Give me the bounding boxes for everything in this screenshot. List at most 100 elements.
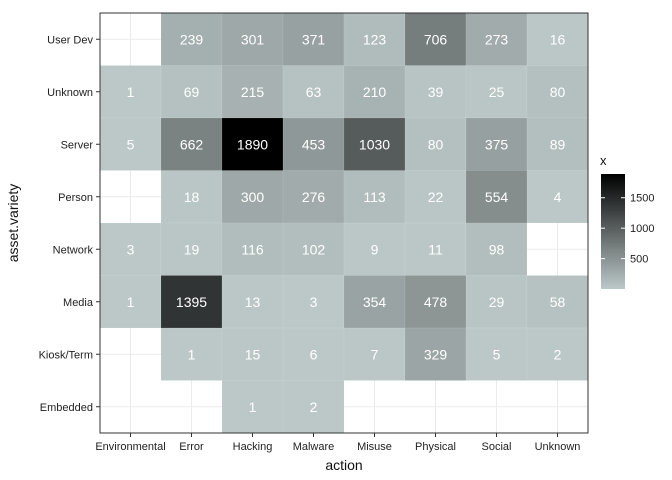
cell-network-error: [160, 222, 223, 276]
x-tick-label-social: Social: [482, 441, 512, 453]
cell-label-user-dev-misuse: 123: [363, 31, 387, 47]
cell-label-server-hacking: 1890: [237, 136, 268, 152]
cell-label-user-dev-error: 239: [180, 31, 204, 47]
cell-unknown-malware: [282, 65, 345, 119]
cell-server-environmental: [99, 117, 162, 171]
cell-label-network-environmental: 3: [127, 241, 135, 257]
cell-label-unknown-error: 69: [184, 84, 200, 100]
cell-kiosk-term-hacking: [221, 327, 284, 381]
cell-server-social: [465, 117, 528, 171]
cell-media-error: [160, 275, 223, 329]
y-tick-label-kiosk-term: Kiosk/Term: [39, 349, 93, 361]
cell-label-network-misuse: 9: [371, 241, 379, 257]
cell-label-unknown-unknown: 80: [550, 84, 566, 100]
cell-server-physical: [404, 117, 467, 171]
legend-colorbar: [601, 174, 625, 289]
cell-label-server-malware: 453: [302, 136, 326, 152]
cell-media-environmental: [99, 275, 162, 329]
cell-person-unknown: [526, 170, 589, 224]
y-tick-label-embedded: Embedded: [40, 402, 93, 414]
cell-kiosk-term-unknown: [526, 327, 589, 381]
cell-user-dev-social: [465, 12, 528, 66]
cell-label-person-hacking: 300: [241, 189, 265, 205]
cell-server-unknown: [526, 117, 589, 171]
cell-unknown-error: [160, 65, 223, 119]
x-tick-label-misuse: Misuse: [357, 441, 392, 453]
cell-label-media-malware: 3: [310, 294, 318, 310]
cell-label-media-physical: 478: [424, 294, 448, 310]
cell-media-malware: [282, 275, 345, 329]
cell-server-malware: [282, 117, 345, 171]
cell-label-embedded-hacking: 1: [249, 399, 257, 415]
cell-label-unknown-hacking: 215: [241, 84, 265, 100]
cell-label-unknown-misuse: 210: [363, 84, 387, 100]
legend-ticks: 500 1000 1500: [601, 193, 654, 266]
cell-kiosk-term-physical: [404, 327, 467, 381]
y-tick-label-unknown: Unknown: [47, 87, 93, 99]
y-tick-label-network: Network: [53, 244, 94, 256]
x-tick-label-environmental: Environmental: [95, 441, 165, 453]
cell-label-server-environmental: 5: [127, 136, 135, 152]
cell-label-person-social: 554: [485, 189, 509, 205]
cell-unknown-unknown: [526, 65, 589, 119]
cell-unknown-social: [465, 65, 528, 119]
cell-label-person-unknown: 4: [554, 189, 562, 205]
cell-label-user-dev-hacking: 301: [241, 31, 265, 47]
legend: x 500 1000 1500: [600, 153, 654, 289]
cell-unknown-misuse: [343, 65, 406, 119]
legend-tick-label-500: 500: [630, 254, 648, 266]
cell-label-network-physical: 11: [428, 241, 443, 257]
cell-label-kiosk-term-unknown: 2: [554, 346, 562, 362]
y-tick-label-server: Server: [61, 139, 94, 151]
cell-label-media-environmental: 1: [127, 294, 135, 310]
cell-network-social: [465, 222, 528, 276]
cell-label-media-unknown: 58: [550, 294, 566, 310]
cell-label-embedded-malware: 2: [310, 399, 318, 415]
y-tick-label-user-dev: User Dev: [47, 34, 93, 46]
cell-label-server-error: 662: [180, 136, 204, 152]
cell-person-malware: [282, 170, 345, 224]
cell-server-hacking: [221, 117, 284, 171]
cell-media-physical: [404, 275, 467, 329]
cell-media-unknown: [526, 275, 589, 329]
cell-label-unknown-physical: 39: [428, 84, 444, 100]
cell-label-unknown-environmental: 1: [127, 84, 135, 100]
cell-kiosk-term-error: [160, 327, 223, 381]
cell-label-media-misuse: 354: [363, 294, 387, 310]
cell-label-server-misuse: 1030: [359, 136, 390, 152]
y-axis-title: asset.variety: [5, 184, 21, 263]
cell-user-dev-misuse: [343, 12, 406, 66]
y-tick-label-media: Media: [63, 297, 94, 309]
cell-label-person-error: 18: [184, 189, 200, 205]
cell-label-media-hacking: 13: [245, 294, 261, 310]
x-tick-label-physical: Physical: [415, 441, 456, 453]
cell-kiosk-term-malware: [282, 327, 345, 381]
cell-label-server-social: 375: [485, 136, 509, 152]
cell-network-hacking: [221, 222, 284, 276]
x-tick-label-error: Error: [179, 441, 204, 453]
y-axis-ticks: User Dev Unknown Server Person Network Media K…: [39, 34, 100, 414]
cell-label-unknown-malware: 63: [306, 84, 322, 100]
legend-tick-label-1000: 1000: [630, 223, 654, 235]
cell-label-kiosk-term-misuse: 7: [371, 346, 379, 362]
cell-user-dev-error: [160, 12, 223, 66]
cell-label-kiosk-term-social: 5: [493, 346, 501, 362]
cell-label-user-dev-social: 273: [485, 31, 509, 47]
x-tick-label-unknown: Unknown: [535, 441, 581, 453]
cell-label-user-dev-malware: 371: [302, 31, 326, 47]
cell-label-person-misuse: 113: [363, 189, 386, 205]
cell-label-network-hacking: 116: [241, 241, 264, 257]
cell-server-misuse: [343, 117, 406, 171]
cell-unknown-hacking: [221, 65, 284, 119]
x-axis-title: action: [325, 457, 362, 473]
cell-label-kiosk-term-error: 1: [188, 346, 196, 362]
cell-label-person-physical: 22: [428, 189, 444, 205]
cell-label-network-social: 98: [489, 241, 505, 257]
cell-label-unknown-social: 25: [489, 84, 505, 100]
cell-label-person-malware: 276: [302, 189, 326, 205]
cell-network-environmental: [99, 222, 162, 276]
cell-media-hacking: [221, 275, 284, 329]
cell-server-error: [160, 117, 223, 171]
cell-label-user-dev-unknown: 16: [550, 31, 566, 47]
